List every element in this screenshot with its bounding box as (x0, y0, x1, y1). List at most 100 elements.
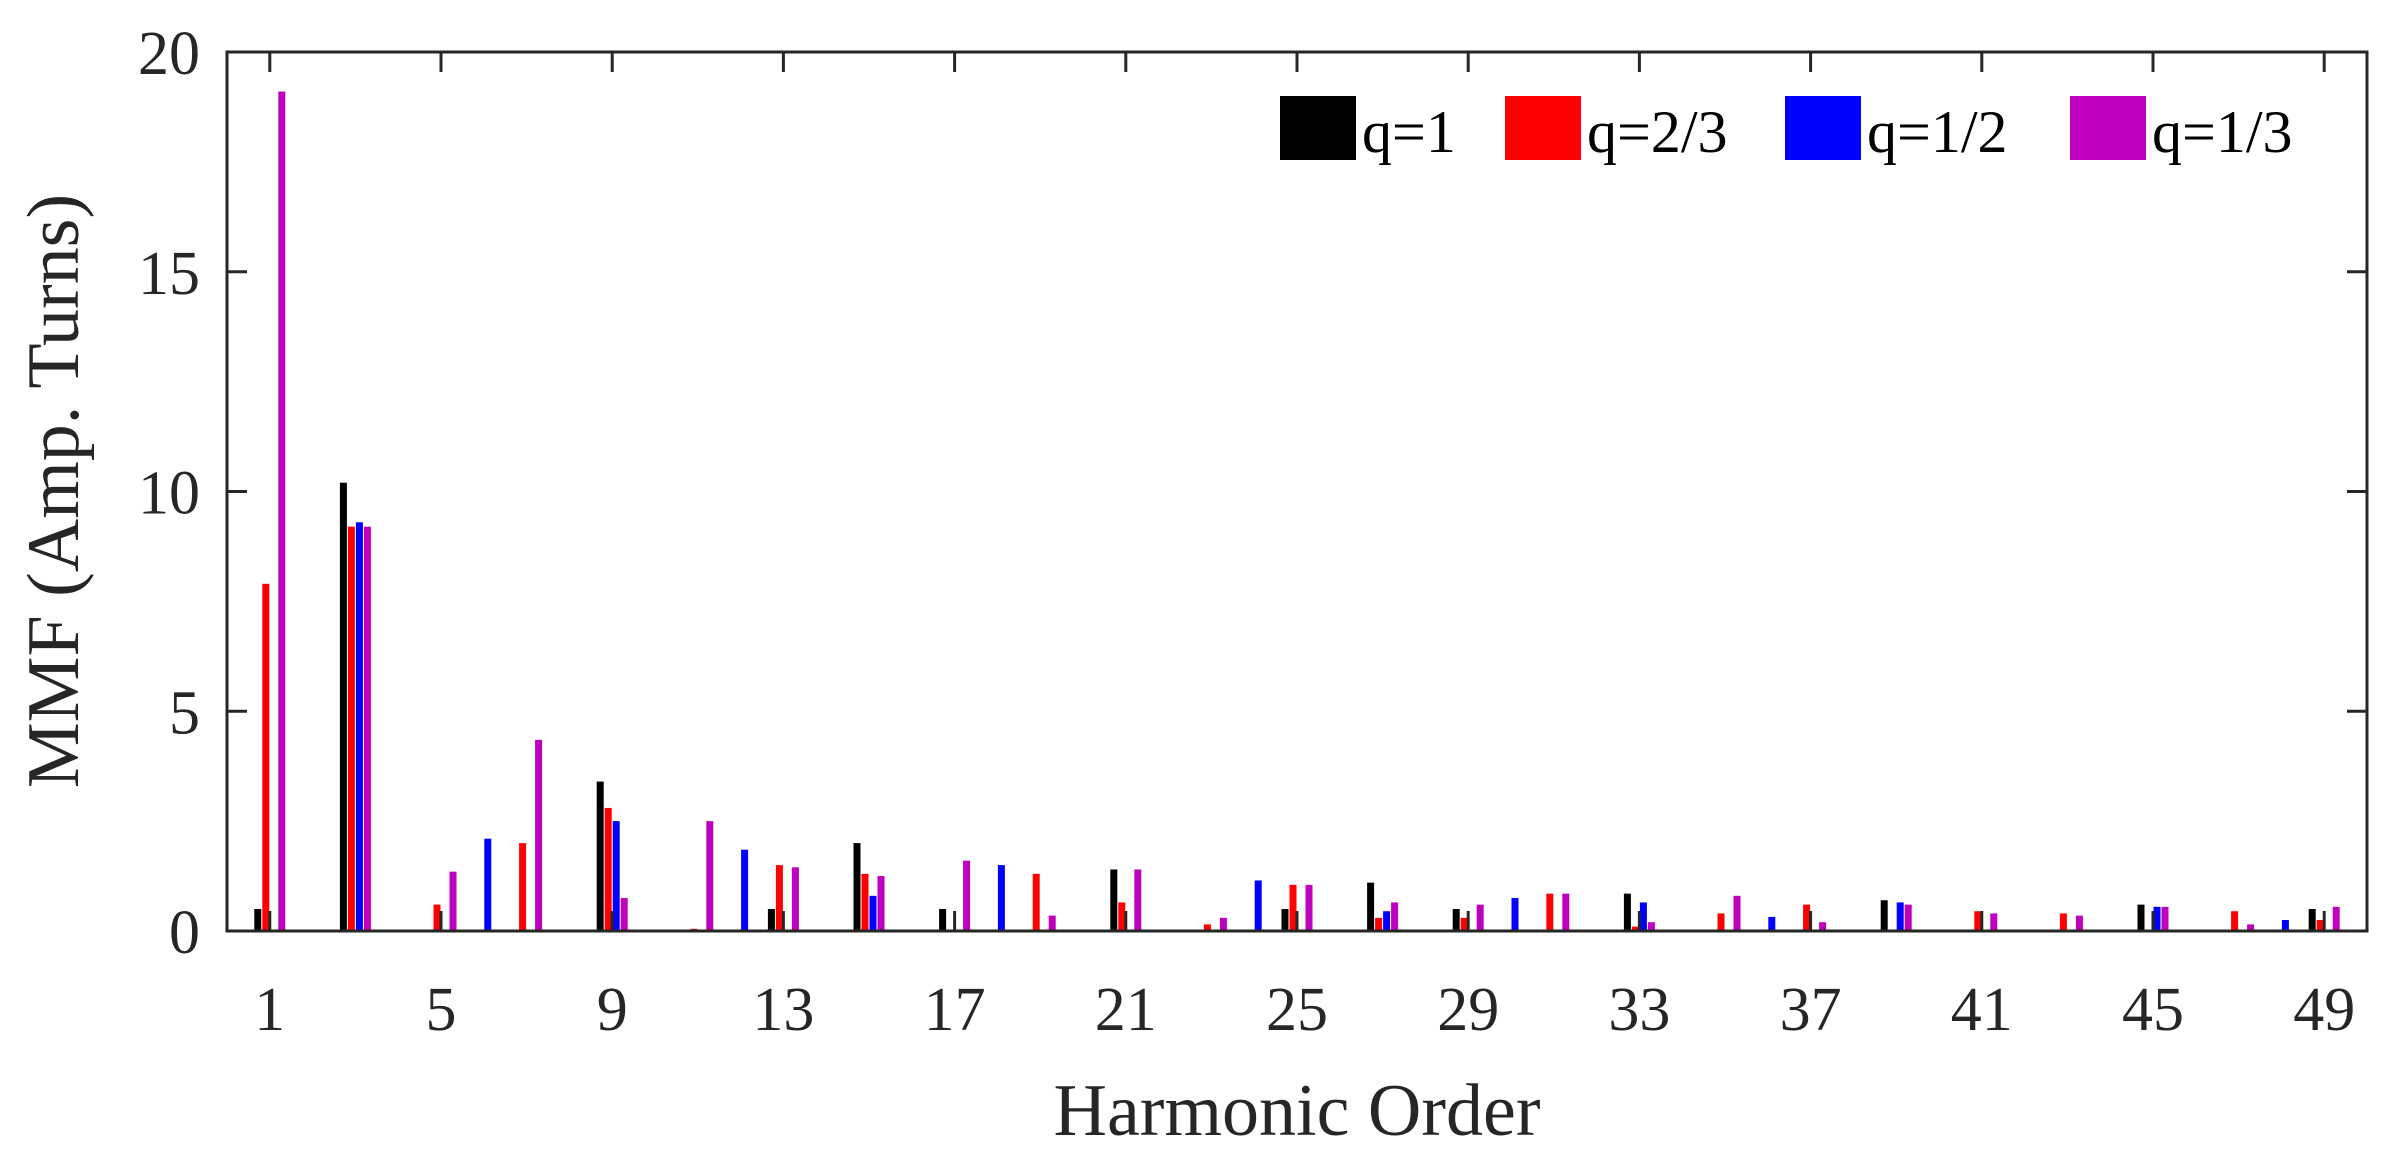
bar-q-1-3-h17 (963, 860, 971, 931)
bar-q-1-3-h1 (278, 91, 286, 932)
bar-q-1-2-h15 (869, 895, 877, 931)
x-tick-labels: 1 5 9 13 17 21 25 29 33 37 41 45 49 (254, 976, 2355, 1044)
bar-q-1-2-h48 (2281, 920, 2289, 931)
x-tick-label: 29 (1437, 976, 1499, 1044)
bar-q-1-3-h49 (2332, 906, 2340, 931)
bar-q-2-3-h25 (1289, 884, 1297, 931)
legend-swatch-1 (1505, 96, 1581, 160)
bar-q-1-3-h15 (877, 876, 885, 931)
bar-q-1-h27 (1367, 882, 1375, 931)
x-tick-label: 17 (924, 976, 986, 1044)
bar-q-1-2-h36 (1768, 916, 1776, 931)
bar-q-1-2-h27 (1383, 911, 1391, 931)
bar-q-2-3-h9 (604, 807, 612, 931)
bar-q-2-3-h7 (519, 843, 527, 931)
bar-q-2-3-h13 (775, 865, 783, 931)
bar-q-2-3-h47 (2231, 911, 2239, 931)
bar-q-1-3-h7 (535, 739, 543, 931)
bar-q-1-h25 (1281, 909, 1289, 931)
bar-q-1-3-h21 (1134, 869, 1142, 931)
bar-q-2-3-h21 (1118, 902, 1126, 931)
legend-label-0: q=1 (1362, 99, 1456, 165)
bar-q-1-2-h18 (997, 865, 1005, 931)
x-tick-label: 9 (597, 976, 628, 1044)
bar-q-1-3-h23 (1219, 917, 1227, 931)
x-tick-label: 41 (1951, 976, 2013, 1044)
bar-q-2-3-h27 (1375, 917, 1383, 931)
bar-q-1-2-h30 (1511, 898, 1519, 931)
legend-label-3: q=1/3 (2152, 99, 2293, 165)
x-tick-label: 25 (1266, 976, 1328, 1044)
bar-q-1-3-h33 (1647, 922, 1655, 931)
bar-q-1-3-h29 (1476, 904, 1484, 931)
y-tick-label: 0 (169, 899, 200, 967)
bar-q-1-2-h39 (1896, 902, 1904, 931)
bar-q-2-3-h49 (2316, 920, 2324, 931)
bar-q-2-3-h41 (1974, 911, 1982, 931)
bar-q-1-h45 (2137, 904, 2145, 931)
bar-q-1-2-h24 (1254, 880, 1262, 931)
bar-q-1-h21 (1110, 869, 1118, 931)
bar-q-1-3-h41 (1990, 913, 1998, 931)
bar-q-1-h15 (853, 843, 861, 931)
bar-q-1-3-h43 (2075, 915, 2083, 931)
legend-swatch-3 (2070, 96, 2146, 160)
bar-q-1-h49 (2308, 909, 2316, 931)
y-axis-title: MMF (Amp. Turns) (13, 194, 95, 788)
bar-q-2-3-h43 (2059, 913, 2067, 931)
bar-q-1-2-h3 (355, 522, 363, 931)
bar-q-1-h1 (254, 909, 262, 931)
y-tick-label: 20 (138, 20, 200, 88)
x-tick-label: 33 (1608, 976, 1670, 1044)
bar-q-1-h29 (1452, 909, 1460, 931)
x-axis-title: Harmonic Order (1054, 1070, 1541, 1152)
bar-q-1-3-h25 (1305, 884, 1313, 931)
bar-q-1-2-h9 (612, 821, 620, 931)
bar-q-1-3-h19 (1048, 915, 1056, 931)
x-tick-label: 13 (752, 976, 814, 1044)
bar-q-1-3-h27 (1391, 902, 1399, 931)
y-tick-label: 10 (138, 460, 200, 528)
x-tick-label: 37 (1780, 976, 1842, 1044)
bar-q-1-2-h6 (484, 838, 492, 931)
bars-layer (254, 91, 2340, 932)
x-tick-label: 45 (2122, 976, 2184, 1044)
bar-q-1-3-h37 (1819, 922, 1827, 931)
bar-q-2-3-h37 (1803, 904, 1811, 931)
bar-q-1-2-h45 (2153, 906, 2161, 931)
bar-q-1-3-h9 (620, 898, 628, 931)
bar-q-1-h33 (1623, 893, 1631, 931)
bar-q-1-3-h3 (363, 526, 371, 931)
bar-q-1-3-h45 (2161, 906, 2169, 931)
legend-swatch-0 (1280, 96, 1356, 160)
bar-q-1-h3 (339, 482, 347, 931)
bar-q-1-2-h33 (1639, 902, 1647, 931)
bar-q-1-3-h31 (1562, 893, 1570, 931)
bar-q-1-3-h39 (1904, 904, 1912, 931)
bar-q-2-3-h5 (433, 904, 441, 931)
bar-q-1-h13 (767, 909, 775, 931)
bar-q-2-3-h1 (262, 583, 270, 931)
bar-q-1-h9 (596, 781, 604, 931)
bar-q-1-3-h47 (2247, 924, 2255, 931)
bar-q-2-3-h31 (1546, 893, 1554, 931)
plot-frame (225, 50, 2369, 933)
legend: q=1 q=2/3 q=1/2 q=1/3 (1280, 96, 2293, 165)
x-tick-label: 21 (1095, 976, 1157, 1044)
y-tick-label: 5 (169, 679, 200, 747)
legend-label-2: q=1/2 (1867, 99, 2008, 165)
x-tick-label: 1 (254, 976, 285, 1044)
bar-q-1-h17 (939, 909, 947, 931)
bar-q-2-3-h15 (861, 873, 869, 931)
bar-q-2-3-h23 (1203, 924, 1211, 931)
bar-q-1-3-h5 (449, 871, 457, 931)
x-tick-label: 49 (2293, 976, 2355, 1044)
bar-q-2-3-h3 (347, 526, 355, 931)
bar-q-1-3-h13 (791, 867, 799, 931)
tick-marks (227, 50, 2367, 933)
bar-q-2-3-h29 (1460, 917, 1468, 931)
y-tick-labels: 0 5 10 15 20 (138, 20, 200, 967)
bar-q-1-h39 (1880, 900, 1888, 931)
legend-swatch-2 (1785, 96, 1861, 160)
